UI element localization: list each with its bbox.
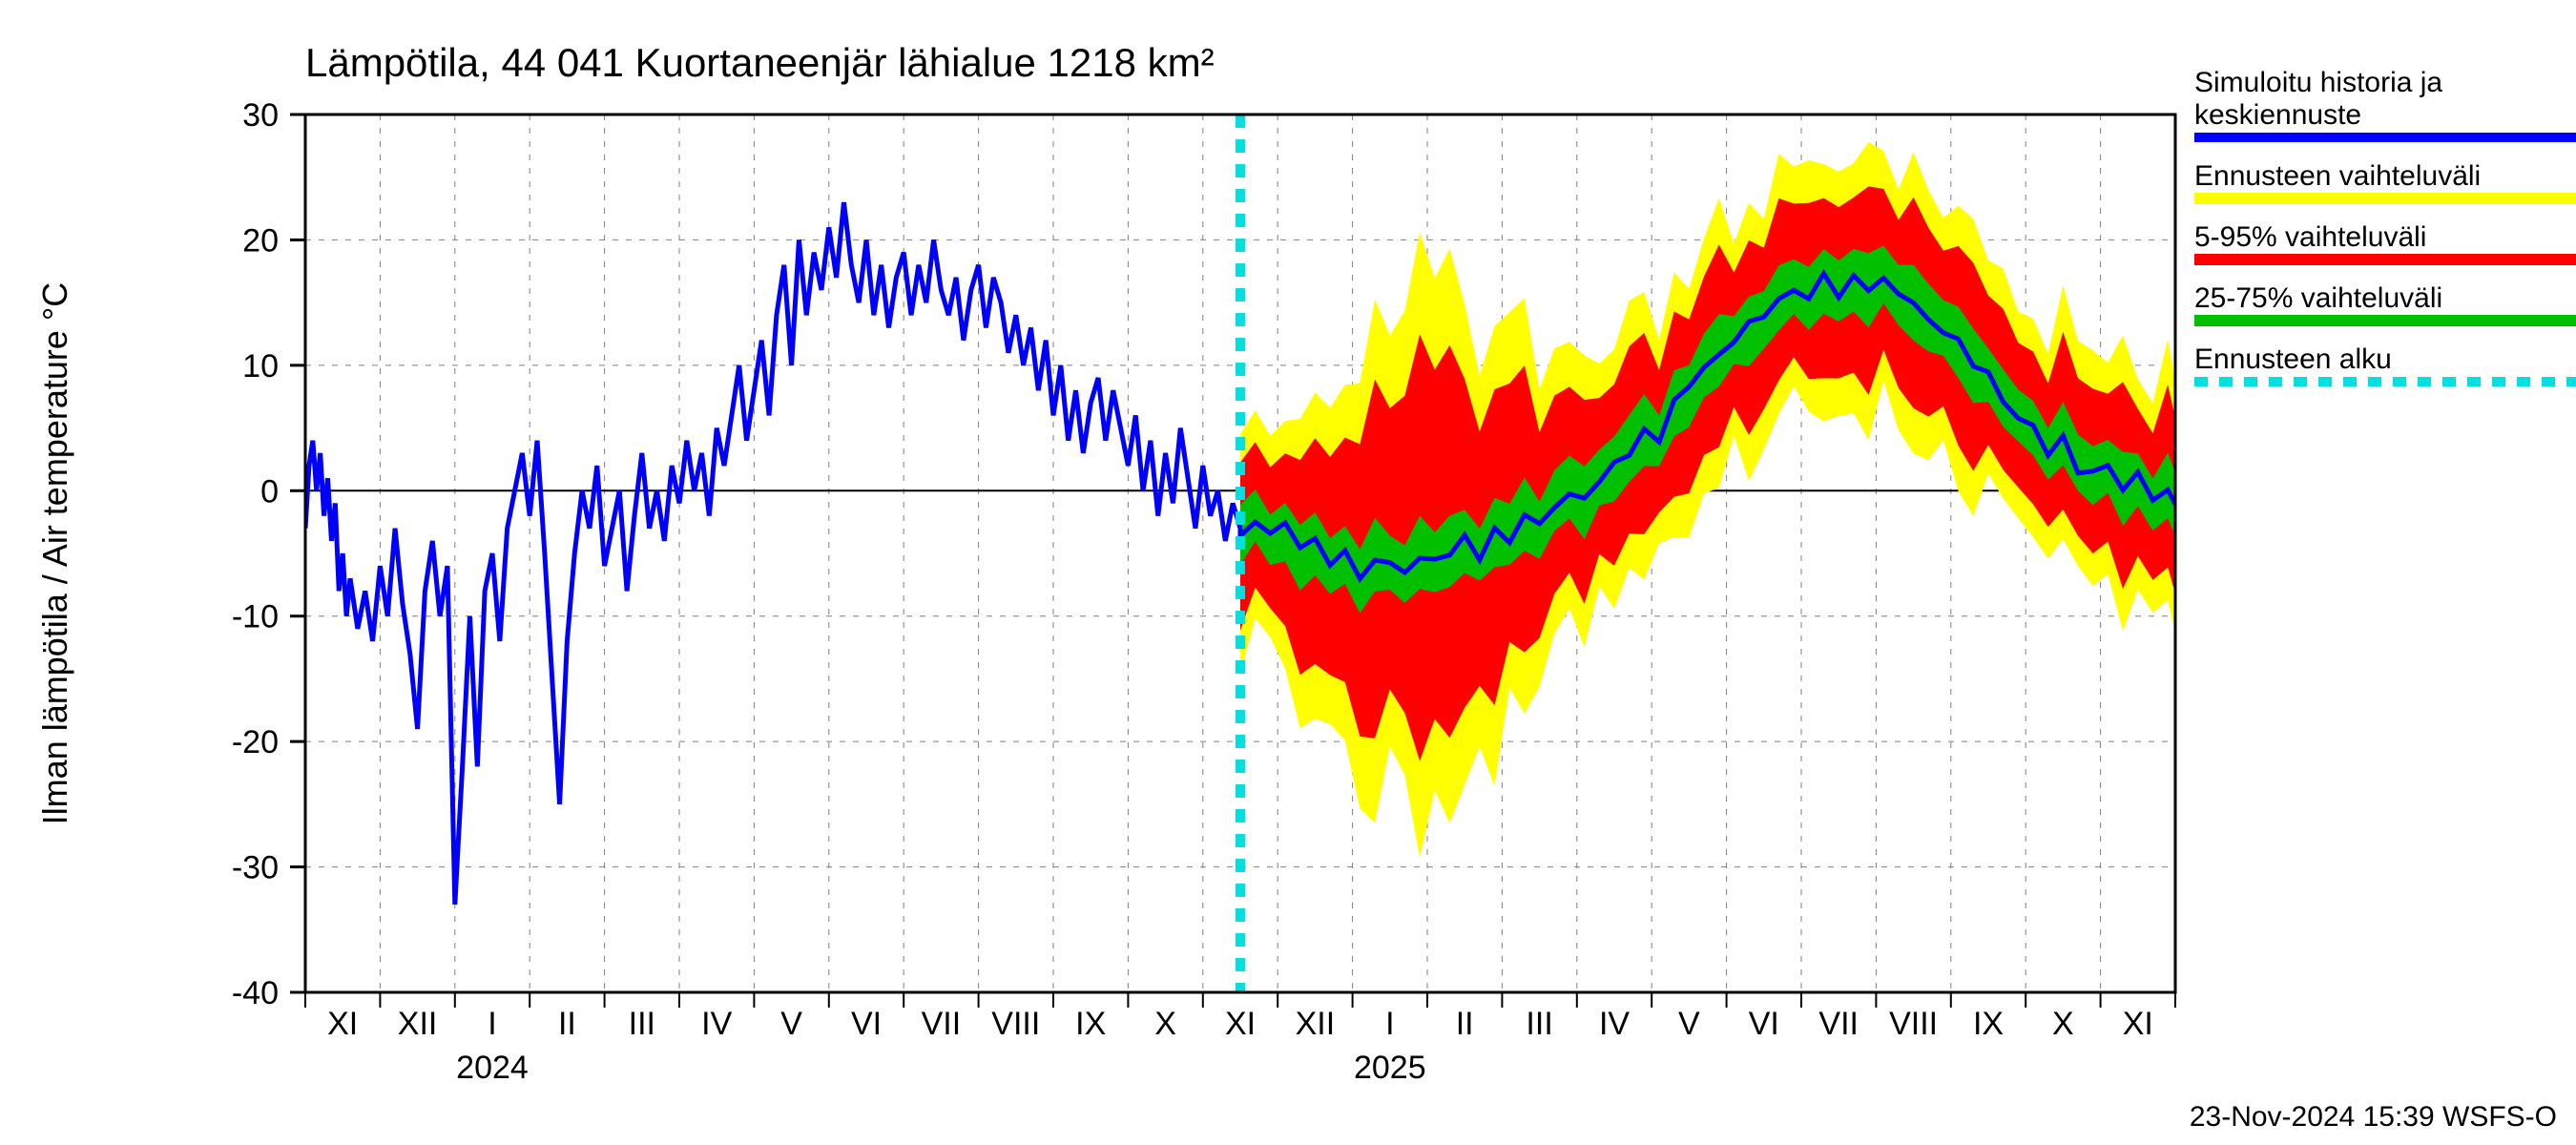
y-tick-label: 20 xyxy=(242,222,279,259)
x-month-label: III xyxy=(629,1006,655,1042)
x-month-label: XI xyxy=(2123,1006,2153,1042)
x-year-label: 2025 xyxy=(1354,1050,1426,1086)
legend-swatch xyxy=(2194,254,2576,265)
y-tick-label: -40 xyxy=(232,975,279,1011)
chart-title: Lämpötila, 44 041 Kuortaneenjär lähialue… xyxy=(305,40,1215,85)
x-month-label: XI xyxy=(327,1006,358,1042)
x-month-label: I xyxy=(488,1006,496,1042)
x-month-label: V xyxy=(780,1006,802,1042)
x-month-label: IX xyxy=(1075,1006,1106,1042)
y-tick-label: 10 xyxy=(242,348,279,385)
x-month-label: VII xyxy=(1818,1006,1859,1042)
legend-swatch xyxy=(2194,193,2576,204)
legend-label: Ennusteen alku xyxy=(2194,344,2392,375)
y-tick-label: 30 xyxy=(242,97,279,134)
x-month-label: VI xyxy=(851,1006,882,1042)
x-month-label: XI xyxy=(1225,1006,1256,1042)
legend-label: Ennusteen vaihteluväli xyxy=(2194,160,2481,192)
x-month-label: V xyxy=(1678,1006,1700,1042)
x-month-label: XII xyxy=(398,1006,438,1042)
x-month-label: III xyxy=(1526,1006,1552,1042)
x-month-label: VIII xyxy=(991,1006,1040,1042)
x-month-label: I xyxy=(1385,1006,1394,1042)
x-month-label: VII xyxy=(922,1006,962,1042)
y-axis-label: Ilman lämpötila / Air temperature °C xyxy=(35,282,74,825)
x-month-label: X xyxy=(1154,1006,1176,1042)
chart-svg: -40-30-20-100102030XIXIIIIIIIIIVVVIVIIVI… xyxy=(0,0,2576,1145)
y-tick-label: -10 xyxy=(232,599,279,635)
legend-swatch xyxy=(2194,315,2576,326)
x-month-label: IX xyxy=(1973,1006,2004,1042)
x-month-label: II xyxy=(1456,1006,1474,1042)
x-month-label: IV xyxy=(701,1006,732,1042)
x-month-label: II xyxy=(558,1006,576,1042)
x-month-label: VIII xyxy=(1889,1006,1938,1042)
chart-container: -40-30-20-100102030XIXIIIIIIIIIVVVIVIIVI… xyxy=(0,0,2576,1145)
legend-label: 5-95% vaihteluväli xyxy=(2194,221,2426,253)
x-month-label: X xyxy=(2052,1006,2074,1042)
x-month-label: IV xyxy=(1599,1006,1630,1042)
x-year-label: 2024 xyxy=(456,1050,529,1086)
legend-label: 25-75% vaihteluväli xyxy=(2194,282,2442,314)
y-tick-label: -20 xyxy=(232,724,279,760)
y-tick-label: -30 xyxy=(232,850,279,886)
y-tick-label: 0 xyxy=(260,473,279,510)
x-month-label: XII xyxy=(1296,1006,1336,1042)
footer-timestamp: 23-Nov-2024 15:39 WSFS-O xyxy=(2190,1101,2557,1133)
x-month-label: VI xyxy=(1749,1006,1779,1042)
legend-label: keskiennuste xyxy=(2194,99,2361,131)
legend-label: Simuloitu historia ja xyxy=(2194,67,2442,98)
